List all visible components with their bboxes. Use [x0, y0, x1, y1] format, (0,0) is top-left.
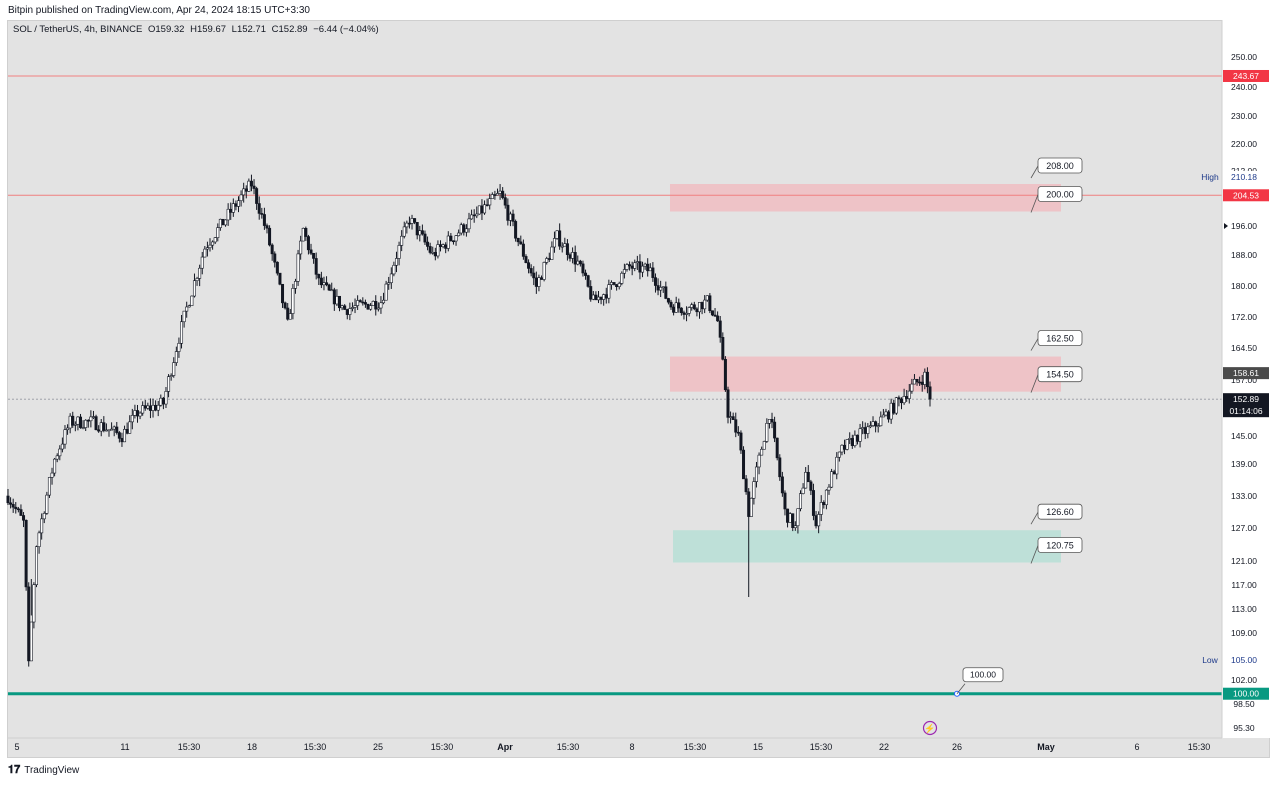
- legend-symbol[interactable]: SOL / TetherUS, 4h, BINANCE: [13, 24, 143, 35]
- footer-brand: TradingView: [24, 765, 80, 776]
- tradingview-logo-icon: 𝟏𝟕: [8, 764, 21, 776]
- footer: 𝟏𝟕 TradingView: [8, 764, 79, 777]
- legend-open: O159.32: [148, 24, 185, 35]
- legend-close: C152.89: [271, 24, 308, 35]
- chart-area[interactable]: [7, 20, 1270, 758]
- legend-high: H159.67: [190, 24, 227, 35]
- publish-header: Bitpin published on TradingView.com, Apr…: [8, 5, 310, 16]
- currency-button[interactable]: USDT: [1228, 23, 1268, 43]
- legend-low: L152.71: [231, 24, 266, 35]
- symbol-legend: SOL / TetherUS, 4h, BINANCE O159.32 H159…: [13, 24, 382, 35]
- legend-change: −6.44 (−4.04%): [313, 24, 379, 35]
